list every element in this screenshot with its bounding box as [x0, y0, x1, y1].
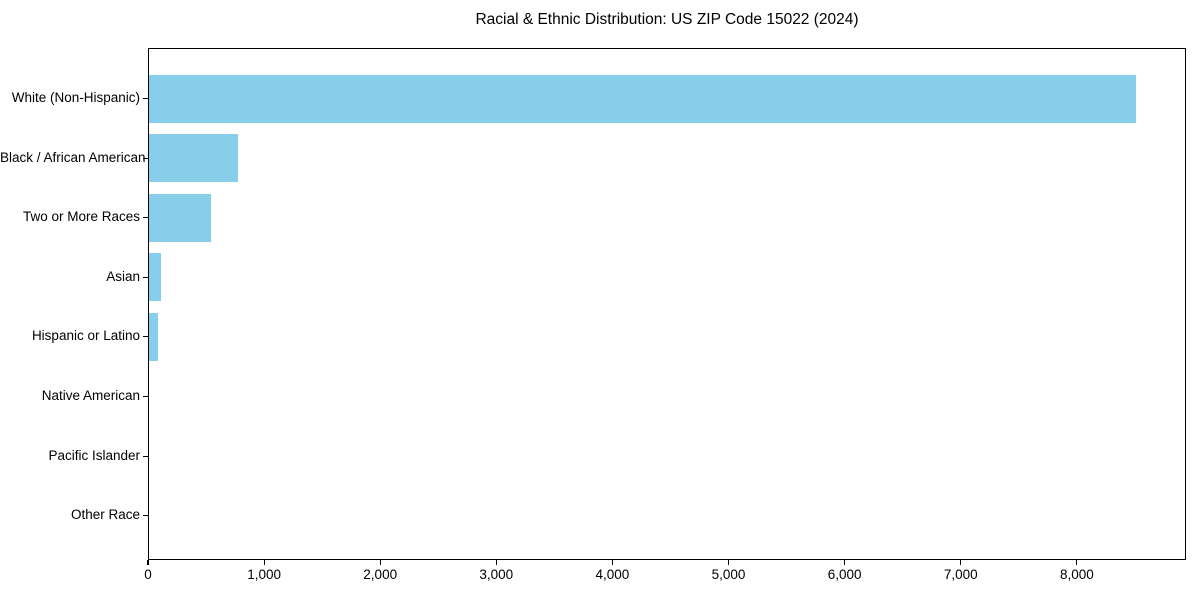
y-tick-label-black-african-american: Black / African American [0, 149, 146, 165]
x-tick-mark [1076, 560, 1078, 565]
y-tick-mark [143, 336, 148, 338]
x-tick-mark [844, 560, 846, 565]
y-tick-mark [143, 515, 148, 517]
x-tick-mark [147, 560, 149, 565]
x-tick-mark [960, 560, 962, 565]
x-tick-label-8000: 8,000 [1059, 567, 1094, 582]
bar-hispanic-or-latino [149, 312, 158, 361]
x-tick-mark [611, 560, 614, 565]
x-tick-mark [495, 560, 497, 565]
y-tick-mark [143, 276, 148, 278]
x-tick-label-5000: 5,000 [711, 567, 746, 582]
bar-white-non-hispanic [149, 74, 1136, 123]
y-tick-label-asian: Asian [106, 268, 140, 284]
x-tick-mark [727, 560, 730, 565]
bar-two-or-more-races [149, 193, 211, 242]
x-tick-mark [263, 560, 265, 565]
x-tick-label-2000: 2,000 [363, 567, 398, 582]
x-tick-label-0: 0 [144, 567, 152, 582]
y-tick-mark [143, 97, 148, 100]
y-tick-label-hispanic-or-latino: Hispanic or Latino [31, 328, 140, 344]
x-tick-label-1000: 1,000 [247, 567, 281, 582]
x-tick-label-7000: 7,000 [943, 567, 978, 582]
bar-black-african-american [149, 134, 238, 183]
plot-area [143, 48, 1186, 560]
y-tick-label-native-american: Native American [41, 388, 140, 403]
chart-title: Racial & Ethnic Distribution: US ZIP Cod… [475, 11, 859, 28]
x-tick-label-6000: 6,000 [827, 567, 862, 582]
y-tick-mark [143, 157, 148, 159]
x-tick-label-4000: 4,000 [595, 567, 630, 582]
y-tick-label-two-or-more-races: Two or More Races [22, 209, 140, 225]
bar-asian [149, 253, 161, 302]
y-tick-mark [143, 455, 148, 457]
x-tick-mark [379, 560, 381, 565]
y-tick-mark [143, 395, 148, 398]
y-tick-label-white-non-hispanic: White (Non-Hispanic) [11, 90, 140, 105]
y-axis-labels: White (Non-Hispanic) Black / African Amer… [0, 48, 146, 560]
x-tick-label-3000: 3,000 [479, 567, 514, 582]
y-tick-mark [143, 217, 148, 219]
y-tick-label-pacific-islander: Pacific Islander [48, 447, 140, 463]
y-tick-label-other-race: Other Race [70, 507, 140, 523]
x-axis: 0 1,000 2,000 3,000 4,000 5,000 6,000 7,000 8,00… [144, 560, 1186, 600]
